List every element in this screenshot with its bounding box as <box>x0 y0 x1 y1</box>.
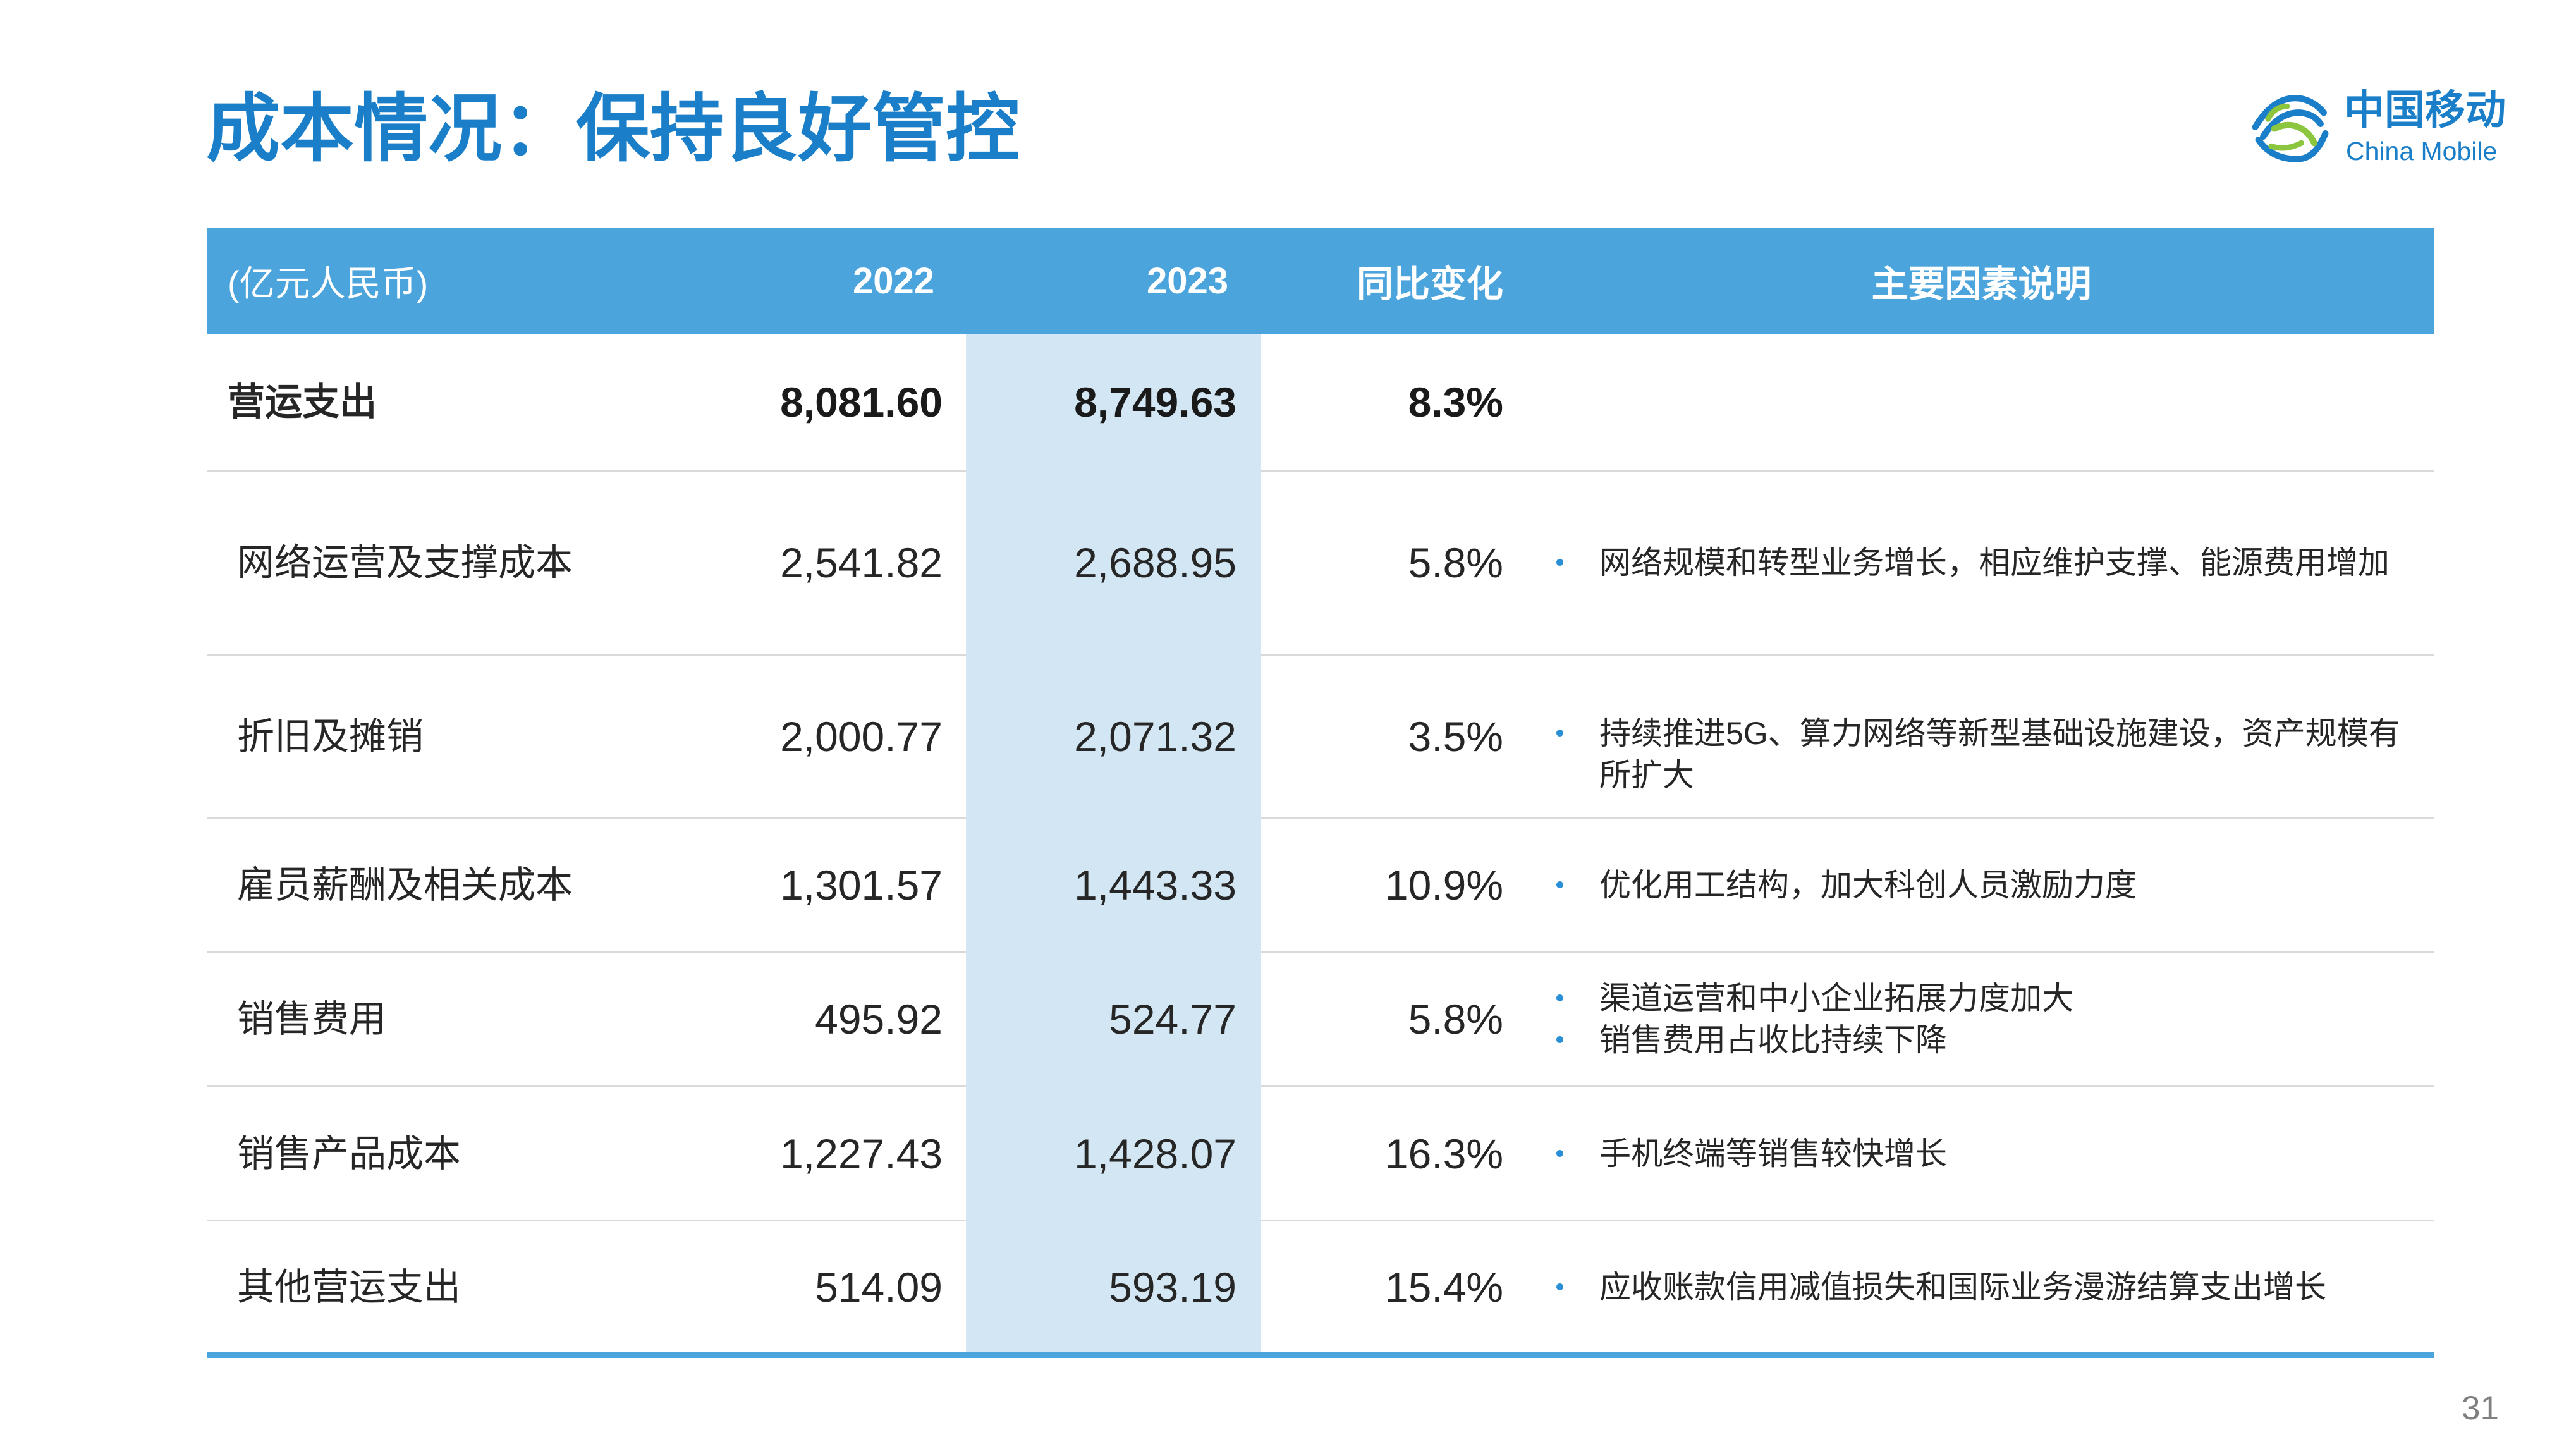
row-divider <box>207 951 2434 953</box>
header-2023: 2023 <box>1146 260 1228 302</box>
cost-table: (亿元人民币) 2022 2023 同比变化 主要因素说明 营运支出 8,081… <box>207 228 2434 1359</box>
value-2023: 524.77 <box>1109 996 1236 1042</box>
bullet-icon <box>1556 1036 1563 1043</box>
logo-english-name: China Mobile <box>2346 137 2498 166</box>
value-yoy: 16.3% <box>1384 1130 1503 1177</box>
factor-text: 网络规模和转型业务增长，相应维护支撑、能源费用增加 <box>1599 545 2390 580</box>
factor-text: 优化用工结构，加大科创人员激励力度 <box>1599 867 2137 903</box>
bullet-icon <box>1556 559 1563 566</box>
row-label: 折旧及摊销 <box>237 715 424 757</box>
header-yoy-change: 同比变化 <box>1356 264 1503 305</box>
table-row: 销售费用 495.92 524.77 5.8% 渠道运营和中小企业拓展力度加大 … <box>207 953 2434 1085</box>
value-2023: 8,749.63 <box>1074 378 1236 425</box>
value-yoy: 5.8% <box>1408 539 1503 586</box>
bullet-icon <box>1556 994 1563 1001</box>
value-yoy: 10.9% <box>1384 861 1503 908</box>
bullet-icon <box>1556 1149 1563 1157</box>
row-label: 营运支出 <box>228 381 377 423</box>
header-key-factors: 主要因素说明 <box>1871 264 2092 305</box>
factors-cell: 优化用工结构，加大科创人员激励力度 <box>1529 864 2434 906</box>
bullet-icon <box>1556 729 1563 737</box>
value-2022: 495.92 <box>815 996 943 1042</box>
table-row: 其他营运支出 514.09 593.19 15.4% 应收账款信用减值损失和国际… <box>207 1221 2434 1352</box>
value-2022: 1,227.43 <box>780 1130 943 1177</box>
factors-cell: 渠道运营和中小企业拓展力度加大 销售费用占收比持续下降 <box>1529 977 2434 1061</box>
table-header: (亿元人民币) 2022 2023 同比变化 主要因素说明 <box>207 228 2434 334</box>
factor-item: 持续推进5G、算力网络等新型基础设施建设，资产规模有所扩大 <box>1556 712 2434 796</box>
factor-item: 网络规模和转型业务增长，相应维护支撑、能源费用增加 <box>1556 542 2434 584</box>
factor-item: 销售费用占收比持续下降 <box>1556 1019 2434 1061</box>
table-row: 销售产品成本 1,227.43 1,428.07 16.3% 手机终端等销售较快… <box>207 1087 2434 1220</box>
table-row: 折旧及摊销 2,000.77 2,071.32 3.5% 持续推进5G、算力网络… <box>207 656 2434 817</box>
bullet-icon <box>1556 881 1563 888</box>
row-label: 雇员薪酬及相关成本 <box>237 864 573 906</box>
table-row-total: 营运支出 8,081.60 8,749.63 8.3% <box>207 334 2434 470</box>
value-2023: 1,428.07 <box>1074 1130 1236 1177</box>
header-unit: (亿元人民币) <box>228 263 429 303</box>
row-divider <box>207 470 2434 472</box>
value-2022: 2,541.82 <box>780 539 943 586</box>
factors-cell: 持续推进5G、算力网络等新型基础设施建设，资产规模有所扩大 <box>1529 677 2434 796</box>
factor-text: 销售费用占收比持续下降 <box>1599 1022 1947 1058</box>
value-2022: 514.09 <box>815 1263 943 1311</box>
table-row: 网络运营及支撑成本 2,541.82 2,688.95 5.8% 网络规模和转型… <box>207 472 2434 654</box>
value-yoy: 5.8% <box>1408 996 1503 1042</box>
page-number: 31 <box>2462 1390 2499 1427</box>
row-label: 其他营运支出 <box>237 1266 461 1308</box>
factor-item: 优化用工结构，加大科创人员激励力度 <box>1556 864 2434 906</box>
value-2022: 1,301.57 <box>780 861 943 908</box>
row-divider <box>207 1220 2434 1221</box>
value-yoy: 8.3% <box>1408 378 1503 425</box>
value-yoy: 15.4% <box>1384 1263 1503 1311</box>
value-2022: 2,000.77 <box>780 712 943 760</box>
factor-item: 手机终端等销售较快增长 <box>1556 1133 2434 1175</box>
factor-text: 渠道运营和中小企业拓展力度加大 <box>1599 981 2073 1016</box>
header-2022: 2022 <box>852 260 934 302</box>
value-2023: 2,071.32 <box>1074 712 1236 760</box>
factor-text: 应收账款信用减值损失和国际业务漫游结算支出增长 <box>1599 1269 2326 1305</box>
highlight-column-2023 <box>966 334 1261 1352</box>
value-yoy: 3.5% <box>1408 712 1503 760</box>
bullet-icon <box>1556 1283 1563 1290</box>
value-2023: 2,688.95 <box>1074 539 1236 586</box>
value-2022: 8,081.60 <box>780 378 943 425</box>
row-divider <box>207 1085 2434 1087</box>
row-divider <box>207 654 2434 656</box>
china-mobile-logo: 中国移动 China Mobile <box>2249 85 2510 168</box>
factors-cell: 应收账款信用减值损失和国际业务漫游结算支出增长 <box>1529 1266 2434 1308</box>
factor-text: 手机终端等销售较快增长 <box>1599 1135 1947 1171</box>
factors-cell: 手机终端等销售较快增长 <box>1529 1133 2434 1175</box>
factor-item: 渠道运营和中小企业拓展力度加大 <box>1556 977 2434 1019</box>
factors-cell: 网络规模和转型业务增长，相应维护支撑、能源费用增加 <box>1529 542 2434 584</box>
logo-chinese-name: 中国移动 <box>2344 87 2506 133</box>
row-label: 销售费用 <box>237 998 387 1040</box>
row-divider <box>207 817 2434 819</box>
table-row: 雇员薪酬及相关成本 1,301.57 1,443.33 10.9% 优化用工结构… <box>207 819 2434 951</box>
table-bottom-rule <box>207 1352 2434 1358</box>
row-label: 网络运营及支撑成本 <box>237 542 573 584</box>
factor-item: 应收账款信用减值损失和国际业务漫游结算支出增长 <box>1556 1266 2434 1308</box>
row-label: 销售产品成本 <box>237 1132 461 1175</box>
slide-title: 成本情况：保持良好管控 <box>206 87 1020 170</box>
value-2023: 593.19 <box>1109 1263 1236 1311</box>
value-2023: 1,443.33 <box>1074 861 1236 908</box>
china-mobile-logo-icon <box>2252 95 2329 162</box>
factor-text: 持续推进5G、算力网络等新型基础设施建设，资产规模有所扩大 <box>1599 715 2400 793</box>
